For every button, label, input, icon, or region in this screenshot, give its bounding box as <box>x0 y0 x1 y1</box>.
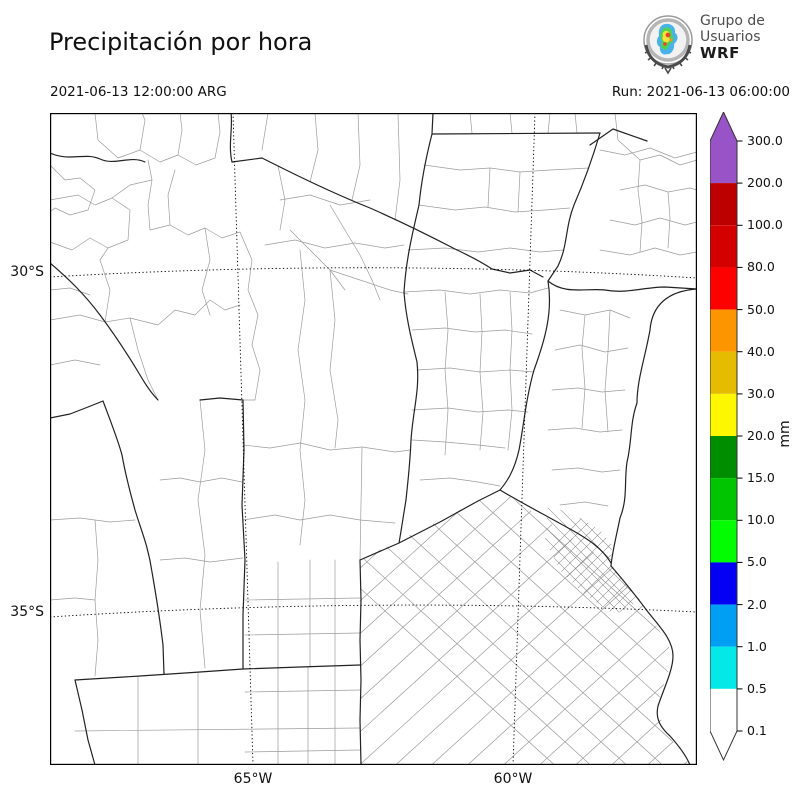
rivers <box>499 128 697 567</box>
cb-seg-9 <box>710 520 737 563</box>
cb-label-01: 0.1 <box>747 723 767 738</box>
lat-label-30s: 30°S <box>10 264 44 280</box>
logo-line-1: Grupo de <box>700 13 765 29</box>
logo-line-2: Usuarios <box>700 29 761 45</box>
cb-seg-4 <box>710 309 737 352</box>
cb-label-200: 200.0 <box>747 175 783 190</box>
map-canvas <box>50 113 697 765</box>
gridline-35s <box>50 604 697 618</box>
department-boundaries <box>50 113 697 765</box>
page-title: Precipitación por hora <box>49 28 313 56</box>
lat-label-35s: 35°S <box>10 604 44 620</box>
logo-line-3: WRF <box>700 44 740 62</box>
cb-label-05: 0.5 <box>747 681 767 696</box>
wrf-logo-text: Grupo de Usuarios WRF <box>700 13 765 61</box>
cb-seg-10 <box>710 562 737 605</box>
cb-seg-1 <box>710 183 737 226</box>
cb-seg-0 <box>710 141 737 184</box>
cb-label-300: 300.0 <box>747 133 783 148</box>
valid-time-label: 2021-06-13 12:00:00 ARG <box>50 84 227 100</box>
colorbar-unit-label: mm <box>777 420 793 448</box>
lon-label-65w: 65°W <box>233 771 273 787</box>
cb-seg-6 <box>710 393 737 437</box>
cb-label-1: 1.0 <box>747 639 767 654</box>
gridline-60w <box>512 113 536 765</box>
cb-seg-8 <box>710 478 737 521</box>
map-frame <box>50 113 697 765</box>
colorbar-extend-under <box>710 731 737 760</box>
graticule <box>50 113 697 765</box>
lon-label-60w: 60°W <box>493 771 533 787</box>
cb-label-30: 30.0 <box>747 386 775 401</box>
cb-seg-5 <box>710 351 737 394</box>
cb-seg-3 <box>710 267 737 310</box>
cb-seg-11 <box>710 604 737 647</box>
province-boundaries <box>50 113 697 765</box>
gridline-65w <box>232 113 254 765</box>
cb-seg-12 <box>710 646 737 689</box>
cb-label-50: 50.0 <box>747 302 775 317</box>
cb-seg-13 <box>710 688 737 732</box>
cb-label-100: 100.0 <box>747 217 783 232</box>
wrf-logo-icon <box>643 15 693 75</box>
cb-seg-2 <box>710 225 737 268</box>
colorbar-tickmarks <box>737 140 743 732</box>
cb-label-15: 15.0 <box>747 470 775 485</box>
cb-label-40: 40.0 <box>747 344 775 359</box>
coastline <box>610 565 691 765</box>
colorbar <box>710 112 743 762</box>
cb-label-80: 80.0 <box>747 259 775 274</box>
gridline-30s <box>50 267 697 279</box>
colorbar-extend-over <box>710 112 737 141</box>
run-time-label: Run: 2021-06-13 06:00:00 <box>611 84 790 100</box>
cb-label-10: 10.0 <box>747 512 775 527</box>
cb-label-5: 5.0 <box>747 554 767 569</box>
cb-seg-7 <box>710 436 737 479</box>
cb-label-20: 20.0 <box>747 428 775 443</box>
buenos-aires-departments <box>360 490 690 765</box>
cb-label-2: 2.0 <box>747 597 767 612</box>
